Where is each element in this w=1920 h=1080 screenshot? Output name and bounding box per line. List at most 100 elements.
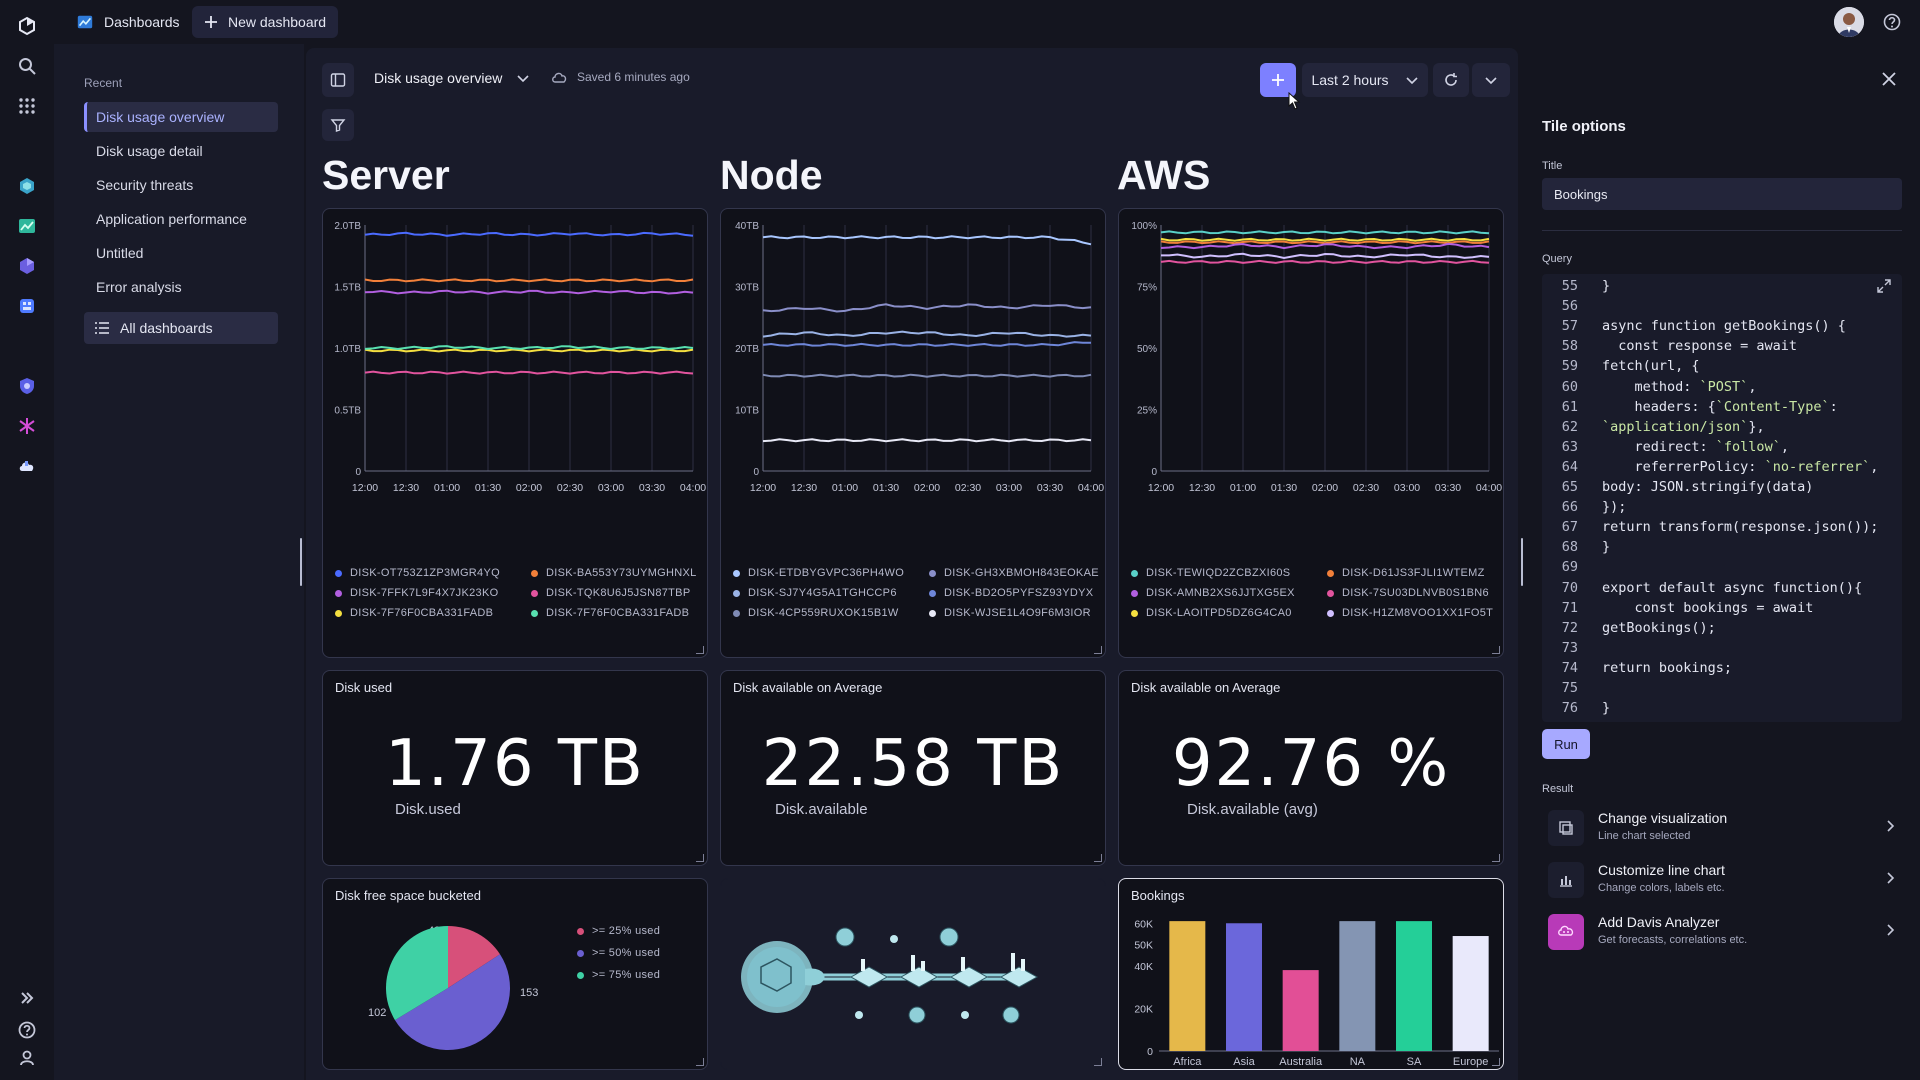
legend-item[interactable]: DISK-H1ZM8VOO1XX1FO5T [1327, 607, 1501, 619]
series-line [364, 345, 694, 351]
sidebar-item-error-analysis[interactable]: Error analysis [96, 279, 182, 295]
infrastructure-illustration-tile[interactable] [720, 878, 1106, 1070]
legend-item[interactable]: DISK-7SU03DLNVB0S1BN6 [1327, 587, 1501, 599]
sidebar-item-disk-usage-detail[interactable]: Disk usage detail [96, 143, 203, 159]
legend-item[interactable]: DISK-ETDBYGVPC36PH4WO [733, 567, 929, 579]
code-line: 75 [1542, 680, 1902, 700]
expand-rail-icon[interactable] [13, 984, 41, 1012]
dashboards-breadcrumb[interactable]: Dashboards [64, 6, 192, 38]
legend-item[interactable]: DISK-AMNB2XS6JJTXG5EX [1131, 587, 1327, 599]
all-dashboards-button[interactable]: All dashboards [84, 312, 278, 344]
user-icon[interactable] [13, 1044, 41, 1072]
tile-title-input[interactable]: Bookings [1542, 178, 1902, 210]
legend-item[interactable]: DISK-LAOITPD5DZ6G4CA0 [1131, 607, 1327, 619]
user-avatar[interactable] [1834, 7, 1864, 37]
tile-resize-handle[interactable] [1492, 1058, 1500, 1066]
bar[interactable] [1226, 923, 1262, 1051]
disk-free-space-pie-tile[interactable]: Disk free space bucketed 48153102 >= 25%… [322, 878, 708, 1070]
legend-label: DISK-ETDBYGVPC36PH4WO [748, 567, 905, 579]
add-davis-analyzer-option[interactable]: Add Davis Analyzer Get forecasts, correl… [1548, 910, 1898, 954]
legend-item[interactable]: DISK-WJSE1L4O9F6M3IOR [929, 607, 1103, 619]
add-tile-button[interactable] [1260, 63, 1296, 97]
infrastructure-illustration [741, 927, 1039, 1024]
bar[interactable] [1169, 921, 1206, 1051]
disk-available-tile[interactable]: Disk available on Average 22.58 TB Disk.… [720, 670, 1106, 866]
legend-item[interactable]: DISK-SJ7Y4G5A1TGHCCP6 [733, 587, 929, 599]
sidebar-item-untitled[interactable]: Untitled [96, 245, 144, 261]
code-line: 70 export default async function(){ [1542, 580, 1902, 600]
chevron-down-icon [1485, 77, 1497, 85]
sidebar-item-application-performance[interactable]: Application performance [96, 211, 247, 227]
panel-resize-handle[interactable] [1521, 538, 1523, 586]
bar[interactable] [1339, 921, 1376, 1051]
legend-item[interactable]: DISK-7F76F0CBA331FADB [335, 607, 531, 619]
bookings-bar-chart-tile[interactable]: Bookings 60K 50K 40K 20K 0 Africa Asia Australi… [1118, 878, 1504, 1070]
code-line: 56 [1542, 298, 1902, 318]
infrastructure-app-icon[interactable] [13, 172, 41, 200]
query-code-editor[interactable]: 55} 56 57 async function getBookings() {58 … [1542, 274, 1902, 722]
disk-used-tile[interactable]: Disk used 1.76 TB Disk.used [322, 670, 708, 866]
sidebar-item-disk-usage-overview[interactable]: Disk usage overview [84, 102, 278, 132]
filter-button[interactable] [322, 109, 354, 141]
toggle-sidebar-button[interactable] [322, 63, 354, 97]
legend-item[interactable]: DISK-BA553Y73UYMGHNXL [531, 567, 705, 579]
workflows-app-icon[interactable] [13, 412, 41, 440]
legend-item[interactable]: >= 25% used [577, 925, 660, 937]
dashboards-app-icon[interactable] [13, 212, 41, 240]
legend-item[interactable]: DISK-7F76F0CBA331FADB [531, 607, 705, 619]
legend-item[interactable]: >= 75% used [577, 969, 660, 981]
legend-swatch [531, 569, 538, 577]
legend-item[interactable]: DISK-7FFK7L9F4X7JK23KO [335, 587, 531, 599]
dashboard-title-dropdown[interactable]: Disk usage overview [374, 70, 530, 86]
services-app-icon[interactable] [13, 252, 41, 280]
tile-resize-handle[interactable] [1094, 646, 1102, 654]
line-number: 65 [1561, 479, 1578, 495]
more-options-button[interactable] [1472, 63, 1510, 97]
node-line-chart-tile[interactable]: 40TB 30TB 20TB 10TB 0 12:00 12:30 01:00 01:30 02:… [720, 208, 1106, 658]
change-visualization-option[interactable]: Change visualization Line chart selected [1548, 806, 1898, 850]
sidebar-resize-handle[interactable] [300, 538, 302, 586]
help-circle-icon[interactable] [1882, 12, 1902, 32]
apps-grid-icon[interactable] [13, 92, 41, 120]
tile-resize-handle[interactable] [696, 646, 704, 654]
home-logo-icon[interactable] [13, 12, 41, 40]
tile-resize-handle[interactable] [1492, 646, 1500, 654]
bar[interactable] [1282, 970, 1319, 1051]
legend-item[interactable]: >= 50% used [577, 947, 660, 959]
mouse-cursor-icon [1288, 92, 1301, 110]
disk-available-avg-tile[interactable]: Disk available on Average 92.76 % Disk.a… [1118, 670, 1504, 866]
tile-resize-handle[interactable] [696, 854, 704, 862]
cloud-app-icon[interactable] [13, 452, 41, 480]
pie-slice[interactable] [394, 954, 510, 1050]
tile-resize-handle[interactable] [1492, 854, 1500, 862]
legend-item[interactable]: DISK-D61JS3FJLI1WTEMZ [1327, 567, 1501, 579]
pie-slice[interactable] [448, 926, 501, 988]
legend-item[interactable]: DISK-GH3XBMOH843EOKAE [929, 567, 1103, 579]
legend-item[interactable]: DISK-TQK8U6J5JSN87TBP [531, 587, 705, 599]
customize-line-chart-option[interactable]: Customize line chart Change colors, labe… [1548, 858, 1898, 902]
run-query-button[interactable]: Run [1542, 729, 1590, 759]
legend-item[interactable]: DISK-BD2O5PYFSZ93YDYX [929, 587, 1103, 599]
bar[interactable] [1396, 921, 1432, 1051]
search-icon[interactable] [13, 52, 41, 80]
saved-text: Saved 6 minutes ago [577, 70, 690, 84]
sidebar-item-security-threats[interactable]: Security threats [96, 177, 194, 193]
legend-item[interactable]: DISK-OT753Z1ZP3MGR4YQ [335, 567, 531, 579]
tile-resize-handle[interactable] [1094, 1058, 1102, 1066]
pie-slice[interactable] [386, 926, 448, 1021]
aws-line-chart-tile[interactable]: 100% 75% 50% 25% 0 12:00 12:30 01:00 01:30 02:00 0… [1118, 208, 1504, 658]
close-panel-button[interactable] [1878, 68, 1900, 90]
security-app-icon[interactable] [13, 372, 41, 400]
legend-item[interactable]: DISK-TEWIQD2ZCBZXI60S [1131, 567, 1327, 579]
new-dashboard-button[interactable]: New dashboard [192, 6, 339, 38]
expand-editor-icon[interactable] [1876, 278, 1892, 294]
bar[interactable] [1452, 936, 1489, 1051]
notebooks-app-icon[interactable] [13, 292, 41, 320]
timeframe-selector[interactable]: Last 2 hours [1302, 63, 1428, 97]
server-line-chart-tile[interactable]: 2.0TB 1.5TB 1.0TB 0.5TB 0 12:00 12:30 01:00 01:3… [322, 208, 708, 658]
tile-resize-handle[interactable] [1094, 854, 1102, 862]
refresh-button[interactable] [1433, 63, 1469, 97]
tile-resize-handle[interactable] [696, 1058, 704, 1066]
legend-item[interactable]: DISK-4CP559RUXOK15B1W [733, 607, 929, 619]
help-icon[interactable] [13, 1016, 41, 1044]
